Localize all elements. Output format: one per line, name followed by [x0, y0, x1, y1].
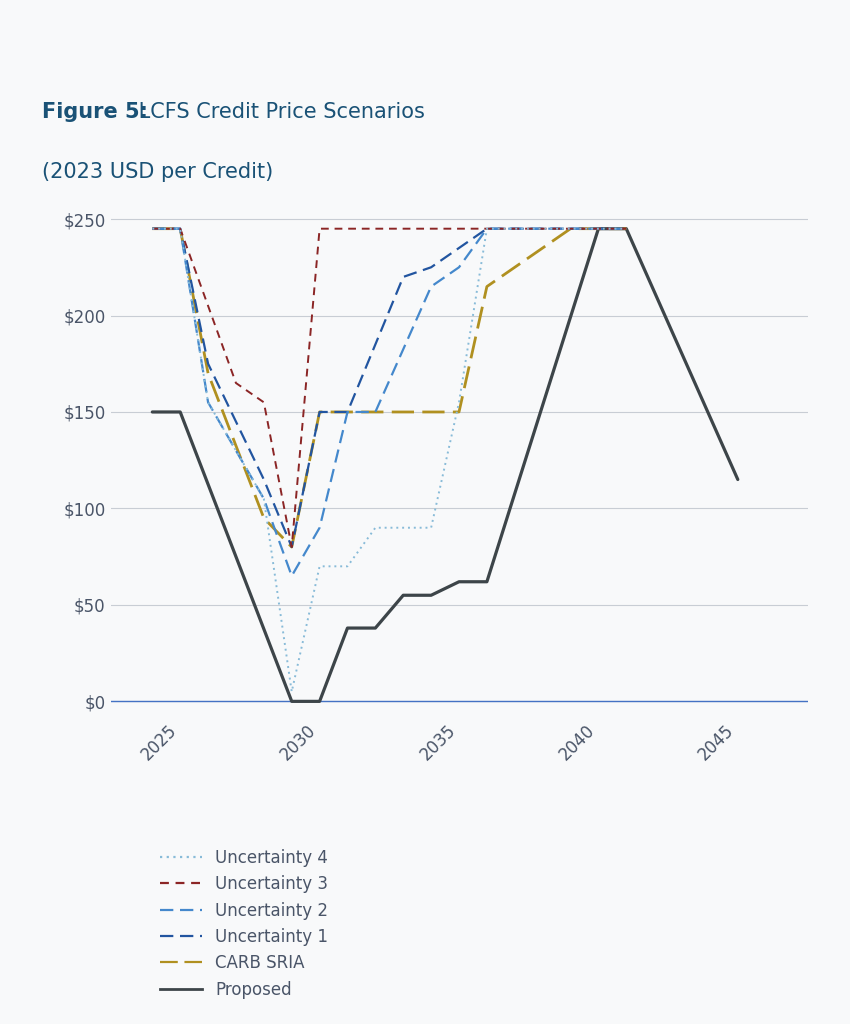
Text: LCFS Credit Price Scenarios: LCFS Credit Price Scenarios — [132, 102, 425, 123]
Legend: Uncertainty 4, Uncertainty 3, Uncertainty 2, Uncertainty 1, CARB SRIA, Proposed: Uncertainty 4, Uncertainty 3, Uncertaint… — [154, 843, 335, 1006]
Text: Figure 5:: Figure 5: — [42, 102, 149, 123]
Text: (2023 USD per Credit): (2023 USD per Credit) — [42, 162, 274, 182]
